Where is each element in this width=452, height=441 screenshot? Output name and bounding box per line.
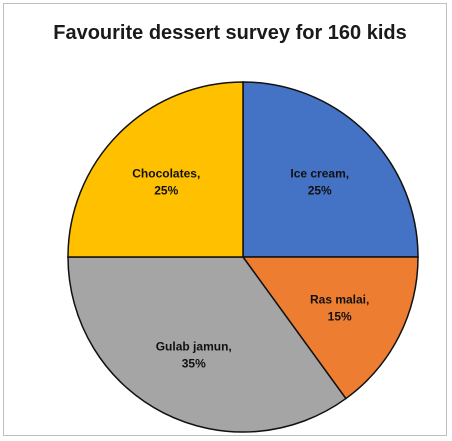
- pie-slices: [67, 81, 419, 433]
- pie-label-chocolates: Chocolates, 25%: [132, 166, 200, 197]
- pie-slice-ras-malai: [241, 256, 419, 400]
- pie-label-ice-cream: Ice cream, 25%: [290, 166, 349, 197]
- chart-title: Favourite dessert survey for 160 kids: [53, 22, 407, 44]
- pie-label-gulab-jamun: Gulab jamun, 35%: [156, 340, 232, 371]
- pie-slice-gulab-jamun: [67, 256, 347, 433]
- pie-label-ras-malai: Ras malai, 15%: [310, 292, 369, 323]
- pie-slice-chocolates: [67, 81, 244, 258]
- pie-labels: Ice cream, 25% Ras malai, 15% Gulab jamun, 35…: [132, 166, 369, 370]
- pie-slice-ice-cream: [242, 81, 419, 258]
